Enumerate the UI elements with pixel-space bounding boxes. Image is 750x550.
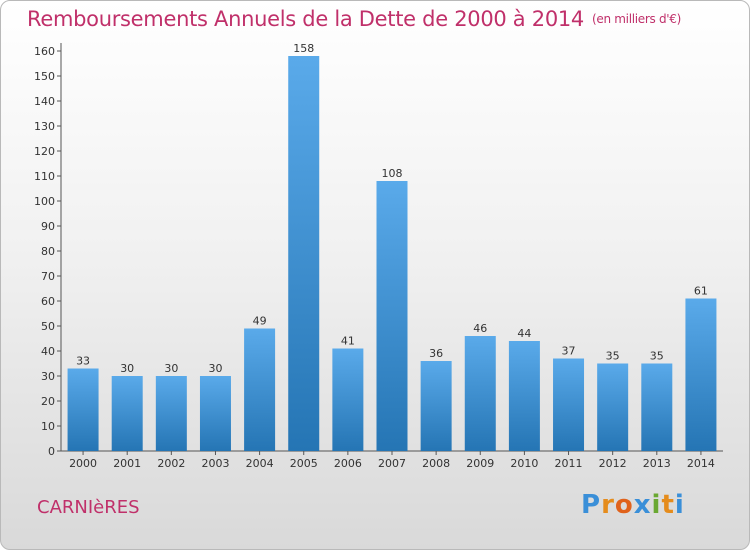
x-tick-label: 2010 (510, 457, 538, 470)
y-tick-label: 20 (41, 395, 55, 408)
x-tick-label: 2011 (555, 457, 583, 470)
bar-value-label: 35 (650, 350, 664, 363)
bar (288, 56, 320, 451)
bar-value-label: 108 (382, 167, 403, 180)
y-tick-label: 140 (34, 95, 55, 108)
title-text: Remboursements Annuels de la Dette de 20… (27, 7, 584, 31)
x-tick-label: 2008 (422, 457, 450, 470)
bar-value-label: 30 (120, 362, 134, 375)
bar (111, 376, 143, 451)
town-name: CARNIèRES (37, 497, 140, 518)
logo-letter: i (674, 490, 685, 520)
y-tick-label: 160 (34, 45, 55, 58)
bar-value-label: 158 (293, 42, 314, 55)
y-tick-label: 10 (41, 420, 55, 433)
bar-value-label: 36 (429, 347, 443, 360)
bar (553, 358, 585, 451)
y-tick-label: 40 (41, 345, 55, 358)
bar (376, 181, 408, 451)
bar-value-label: 30 (208, 362, 222, 375)
y-tick-label: 130 (34, 120, 55, 133)
logo-letter: r (601, 490, 615, 520)
y-tick-label: 100 (34, 195, 55, 208)
y-tick-label: 0 (48, 445, 55, 458)
bar (67, 368, 99, 451)
x-tick-label: 2005 (290, 457, 318, 470)
y-tick-label: 60 (41, 295, 55, 308)
x-tick-label: 2002 (157, 457, 185, 470)
logo-letter: i (651, 490, 662, 520)
bar (155, 376, 187, 451)
bar-value-label: 41 (341, 335, 355, 348)
bar (244, 328, 276, 451)
y-tick-label: 90 (41, 220, 55, 233)
y-tick-label: 110 (34, 170, 55, 183)
bar (597, 363, 629, 451)
x-tick-label: 2000 (69, 457, 97, 470)
x-tick-label: 2007 (378, 457, 406, 470)
x-tick-label: 2014 (687, 457, 715, 470)
x-tick-label: 2003 (201, 457, 229, 470)
x-tick-label: 2006 (334, 457, 362, 470)
logo-letter: t (661, 490, 675, 520)
bar (420, 361, 452, 451)
y-tick-label: 70 (41, 270, 55, 283)
y-tick-label: 120 (34, 145, 55, 158)
bar-value-label: 33 (76, 355, 90, 368)
bar (199, 376, 231, 451)
logo-letter: P (581, 490, 602, 520)
bar-value-label: 37 (562, 345, 576, 358)
bar (332, 348, 364, 451)
x-tick-label: 2013 (643, 457, 671, 470)
bar (508, 341, 540, 451)
bar (685, 298, 717, 451)
bar-value-label: 46 (473, 322, 487, 335)
bar-value-label: 35 (606, 350, 620, 363)
bar (641, 363, 673, 451)
y-tick-label: 80 (41, 245, 55, 258)
bar-value-label: 44 (517, 327, 531, 340)
bar-value-label: 49 (253, 315, 267, 328)
logo-letter: x (633, 490, 652, 520)
unit-label: (en milliers d'€) (592, 12, 682, 26)
chart-title: Remboursements Annuels de la Dette de 20… (27, 7, 681, 31)
y-tick-label: 30 (41, 370, 55, 383)
x-tick-label: 2012 (599, 457, 627, 470)
x-tick-label: 2004 (246, 457, 274, 470)
bar-value-label: 61 (694, 285, 708, 298)
x-tick-label: 2009 (466, 457, 494, 470)
y-tick-label: 150 (34, 70, 55, 83)
logo-letter: o (614, 490, 634, 520)
x-tick-label: 2001 (113, 457, 141, 470)
proxiti-logo: Proxiti (581, 490, 685, 520)
bar (464, 336, 496, 451)
bar-value-label: 30 (164, 362, 178, 375)
y-tick-label: 50 (41, 320, 55, 333)
